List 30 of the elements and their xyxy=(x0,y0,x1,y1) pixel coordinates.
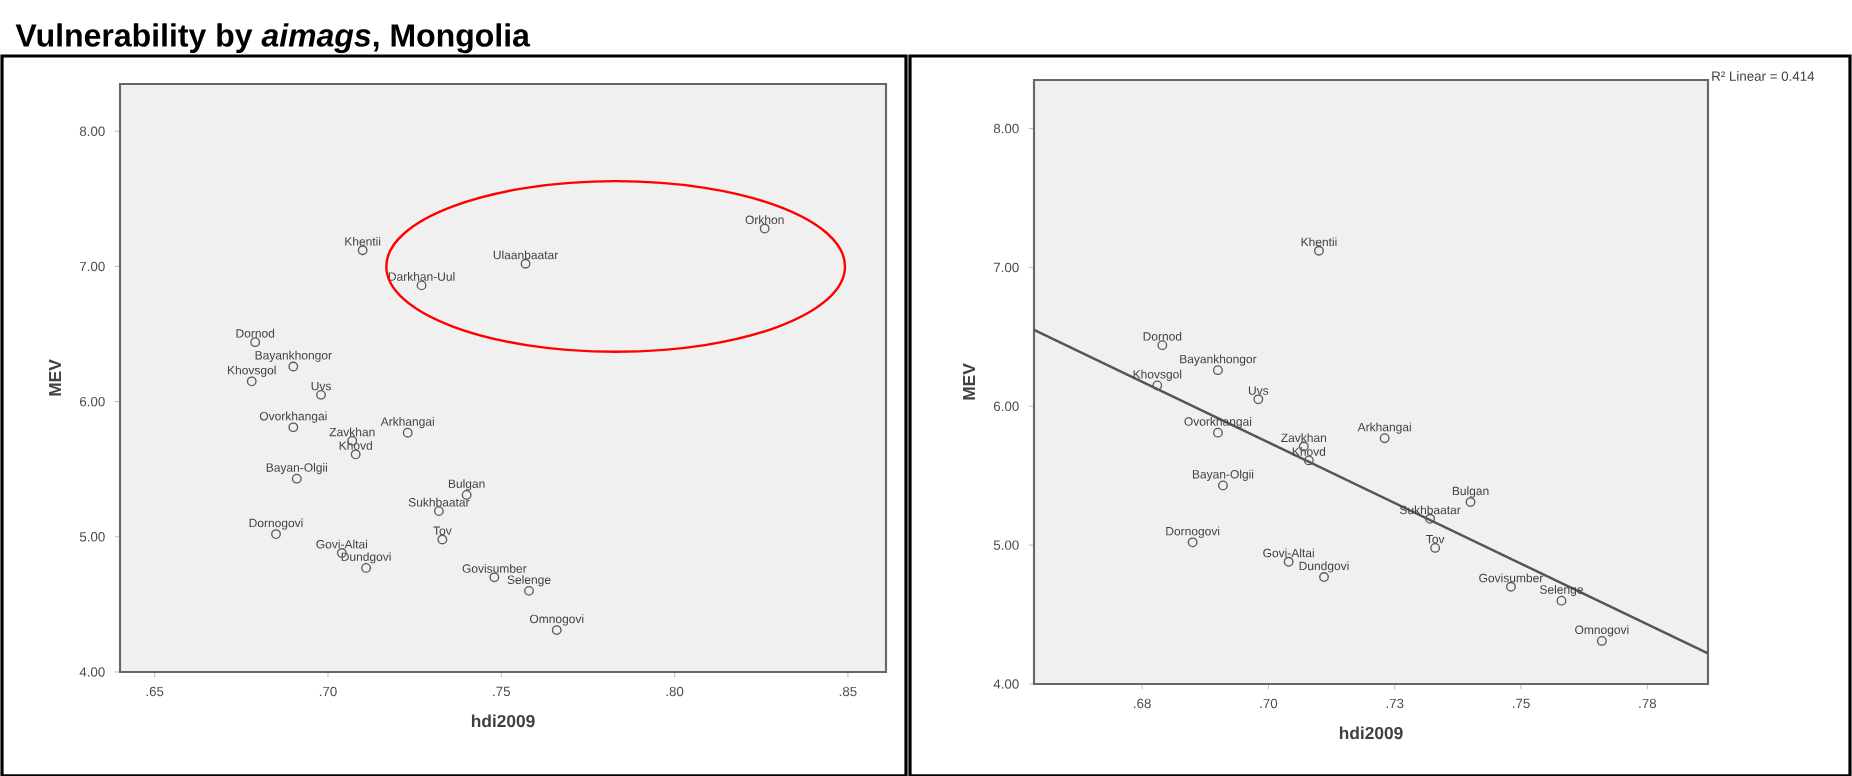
point xyxy=(1218,480,1228,491)
point xyxy=(288,361,299,372)
y-axis-title: MEV xyxy=(49,359,62,396)
point xyxy=(1253,394,1264,405)
point xyxy=(1152,380,1163,391)
point xyxy=(437,534,448,545)
y-axis-title: MEV xyxy=(963,363,975,400)
point xyxy=(288,422,299,433)
point xyxy=(416,280,427,291)
point xyxy=(250,337,261,348)
point xyxy=(1379,433,1390,444)
point xyxy=(246,376,257,387)
point xyxy=(271,529,281,540)
point xyxy=(1465,497,1476,508)
chart-title: Vulnerability by aimags, Mongolia xyxy=(15,23,531,54)
point xyxy=(350,449,361,460)
point xyxy=(551,625,562,635)
point xyxy=(1319,572,1329,582)
point xyxy=(759,223,770,234)
point xyxy=(1157,340,1168,351)
x-axis-title: hdi2009 xyxy=(1339,726,1403,740)
point xyxy=(433,506,444,517)
point xyxy=(402,427,413,438)
point xyxy=(1303,455,1314,466)
point xyxy=(1212,365,1223,376)
x-axis-title: hdi2009 xyxy=(471,714,535,728)
point xyxy=(357,245,368,256)
point xyxy=(1187,537,1198,548)
point xyxy=(489,572,500,583)
point xyxy=(1314,245,1324,256)
